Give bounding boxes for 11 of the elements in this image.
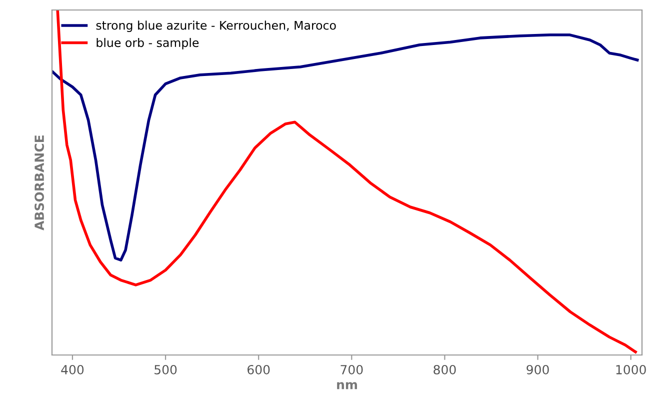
x-tick-label: 800 (434, 364, 456, 374)
legend-label: strong blue azurite - Kerrouchen, Maroco (96, 20, 336, 32)
y-axis-title: ABSORBANCE (34, 136, 44, 230)
x-tick-label: 1000 (616, 364, 646, 374)
x-tick-label: 400 (61, 364, 84, 374)
x-tick-label: 900 (526, 364, 549, 374)
x-tick-label: 500 (154, 364, 177, 374)
x-axis-title: nm (337, 382, 357, 390)
legend-label: blue orb - sample (96, 38, 199, 50)
x-tick-label: 700 (340, 364, 363, 374)
x-tick-label: 600 (248, 364, 270, 374)
